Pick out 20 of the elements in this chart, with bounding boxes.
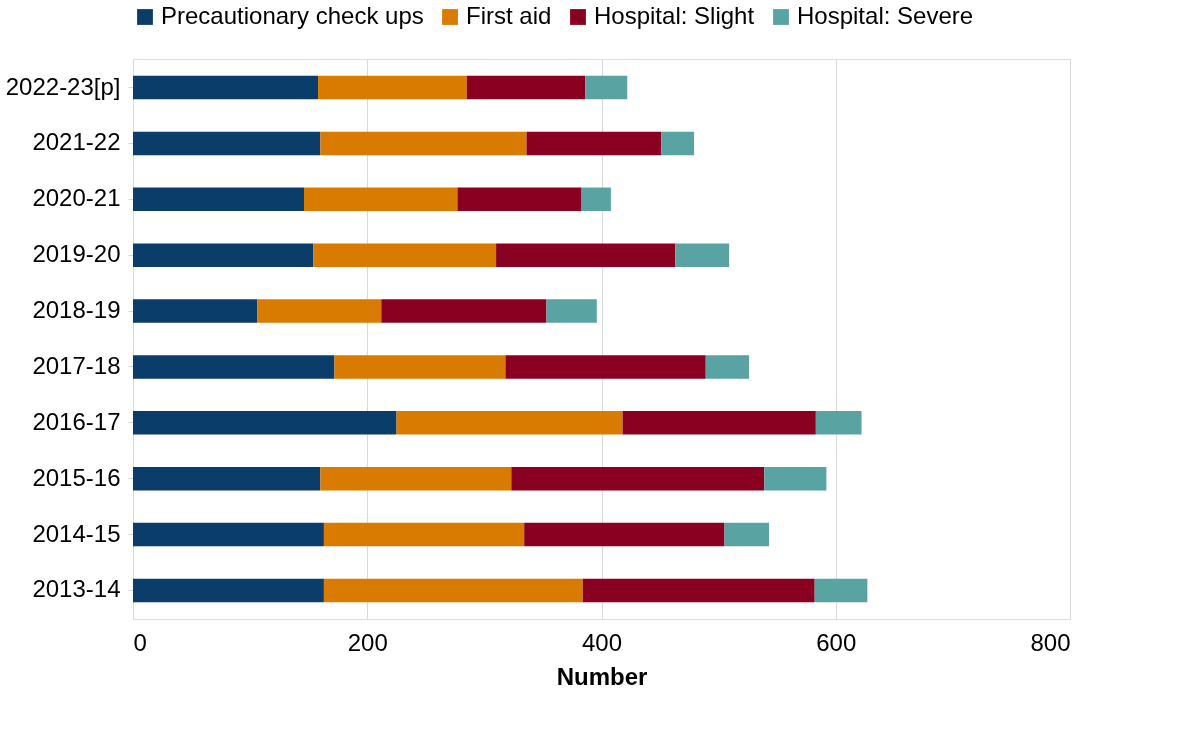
x-tick-label: 800	[1030, 628, 1071, 656]
y-tick-label: 2016-17	[32, 407, 121, 435]
y-tick-label: 2015-16	[32, 463, 121, 491]
y-tick-label: 2020-21	[32, 184, 121, 212]
y-tick-label: 2018-19	[32, 296, 121, 324]
x-tick-label: 0	[133, 628, 147, 656]
x-axis-title: Number	[556, 662, 648, 690]
y-tick-label: 2017-18	[32, 351, 121, 379]
legend-label: Precautionary check ups	[161, 2, 424, 29]
legend-label: Hospital: Severe	[797, 2, 974, 29]
y-tick-label: 2021-22	[32, 128, 121, 156]
y-tick-label: 2019-20	[32, 240, 121, 268]
y-tick-label: 2022-23[p]	[5, 72, 121, 100]
legend-label: Hospital: Slight	[594, 2, 755, 29]
x-tick-label: 600	[816, 628, 857, 656]
y-tick-label: 2014-15	[32, 519, 121, 547]
x-tick-label: 200	[347, 628, 388, 656]
legend-label: First aid	[466, 2, 552, 29]
x-tick-label: 400	[581, 628, 623, 656]
y-tick-label: 2013-14	[32, 575, 121, 603]
